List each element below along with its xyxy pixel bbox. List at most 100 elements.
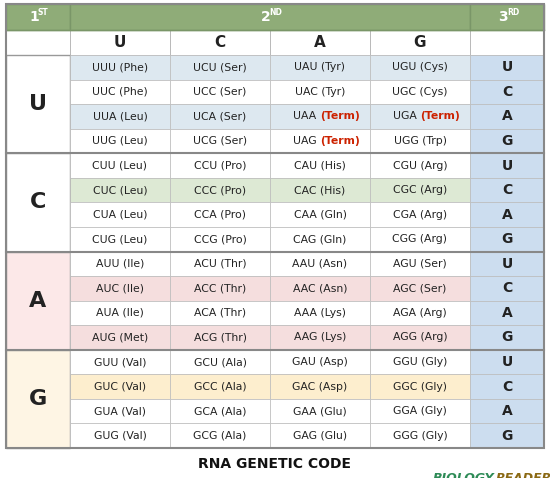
Text: (Term): (Term) <box>320 111 360 121</box>
Text: A: A <box>502 306 513 320</box>
Text: CUA (Leu): CUA (Leu) <box>93 210 147 220</box>
Text: G: G <box>501 330 513 345</box>
Bar <box>70 55 170 79</box>
Text: ST: ST <box>37 8 48 17</box>
Text: C: C <box>502 282 512 295</box>
Text: UCG (Ser): UCG (Ser) <box>193 136 247 146</box>
Text: UGU (Cys): UGU (Cys) <box>392 62 448 72</box>
Bar <box>370 55 470 79</box>
Bar <box>270 129 370 153</box>
Text: A: A <box>502 207 513 222</box>
Bar <box>270 104 370 129</box>
Text: UAU (Tyr): UAU (Tyr) <box>294 62 345 72</box>
Text: ACA (Thr): ACA (Thr) <box>194 308 246 318</box>
Text: ACU (Thr): ACU (Thr) <box>194 259 246 269</box>
Bar <box>170 202 270 227</box>
Bar <box>470 227 544 251</box>
Text: (Term): (Term) <box>320 136 360 146</box>
Text: UUU (Phe): UUU (Phe) <box>92 62 148 72</box>
Text: AAA (Lys): AAA (Lys) <box>294 308 346 318</box>
Bar <box>70 301 170 325</box>
Bar <box>170 227 270 251</box>
Text: U: U <box>502 60 513 74</box>
Bar <box>70 276 170 301</box>
Text: GGG (Gly): GGG (Gly) <box>393 431 447 441</box>
Text: AUU (Ile): AUU (Ile) <box>96 259 144 269</box>
Text: CGC (Arg): CGC (Arg) <box>393 185 447 195</box>
Text: AGC (Ser): AGC (Ser) <box>393 283 447 293</box>
Bar <box>270 424 370 448</box>
Bar <box>370 399 470 424</box>
Bar <box>270 350 370 374</box>
Bar <box>370 301 470 325</box>
Text: UAA: UAA <box>293 111 320 121</box>
Bar <box>6 153 70 251</box>
Text: C: C <box>502 85 512 99</box>
Bar <box>370 251 470 276</box>
Text: 2: 2 <box>261 10 271 24</box>
Bar <box>270 325 370 350</box>
Text: RD: RD <box>507 8 519 17</box>
Text: UUA (Leu): UUA (Leu) <box>92 111 147 121</box>
Bar <box>270 399 370 424</box>
Bar <box>470 153 544 178</box>
Bar <box>370 350 470 374</box>
Bar <box>170 399 270 424</box>
Text: C: C <box>502 183 512 197</box>
Text: GAU (Asp): GAU (Asp) <box>292 357 348 367</box>
Text: G: G <box>501 134 513 148</box>
Text: UGG (Trp): UGG (Trp) <box>393 136 447 146</box>
Text: (Term): (Term) <box>420 111 460 121</box>
Text: RNA GENETIC CODE: RNA GENETIC CODE <box>199 457 351 471</box>
Text: CCC (Pro): CCC (Pro) <box>194 185 246 195</box>
Text: G: G <box>29 389 47 409</box>
Text: CCA (Pro): CCA (Pro) <box>194 210 246 220</box>
Bar <box>70 4 470 30</box>
Bar <box>170 251 270 276</box>
Bar <box>370 30 470 55</box>
Text: GUA (Val): GUA (Val) <box>94 406 146 416</box>
Bar <box>370 129 470 153</box>
Bar <box>370 104 470 129</box>
Text: GCU (Ala): GCU (Ala) <box>194 357 246 367</box>
Text: U: U <box>502 257 513 271</box>
Bar <box>170 301 270 325</box>
Bar <box>70 30 170 55</box>
Bar <box>370 374 470 399</box>
Text: A: A <box>502 109 513 123</box>
Bar <box>370 153 470 178</box>
Text: AGA (Arg): AGA (Arg) <box>393 308 447 318</box>
Text: AAG (Lys): AAG (Lys) <box>294 333 346 342</box>
Text: CCG (Pro): CCG (Pro) <box>194 234 246 244</box>
Bar <box>170 374 270 399</box>
Bar <box>370 178 470 202</box>
Text: AUA (Ile): AUA (Ile) <box>96 308 144 318</box>
Bar <box>170 79 270 104</box>
Bar <box>70 251 170 276</box>
Text: A: A <box>29 291 47 311</box>
Bar <box>370 227 470 251</box>
Text: GGC (Gly): GGC (Gly) <box>393 381 447 391</box>
Bar <box>70 153 170 178</box>
Text: G: G <box>414 35 426 50</box>
Text: CGA (Arg): CGA (Arg) <box>393 210 447 220</box>
Bar <box>6 251 70 350</box>
Bar <box>70 178 170 202</box>
Text: ACG (Thr): ACG (Thr) <box>194 333 246 342</box>
Text: A: A <box>314 35 326 50</box>
Text: CGG (Arg): CGG (Arg) <box>393 234 448 244</box>
Text: UUG (Leu): UUG (Leu) <box>92 136 148 146</box>
Text: GCC (Ala): GCC (Ala) <box>194 381 246 391</box>
Bar <box>470 276 544 301</box>
Bar <box>270 227 370 251</box>
Text: 3: 3 <box>498 10 508 24</box>
Bar <box>470 129 544 153</box>
Text: AGG (Arg): AGG (Arg) <box>393 333 447 342</box>
Bar <box>170 424 270 448</box>
Text: UAC (Tyr): UAC (Tyr) <box>295 87 345 97</box>
Text: GCG (Ala): GCG (Ala) <box>193 431 247 441</box>
Text: GCA (Ala): GCA (Ala) <box>194 406 246 416</box>
Bar <box>470 79 544 104</box>
Bar <box>470 55 544 79</box>
Bar <box>170 350 270 374</box>
